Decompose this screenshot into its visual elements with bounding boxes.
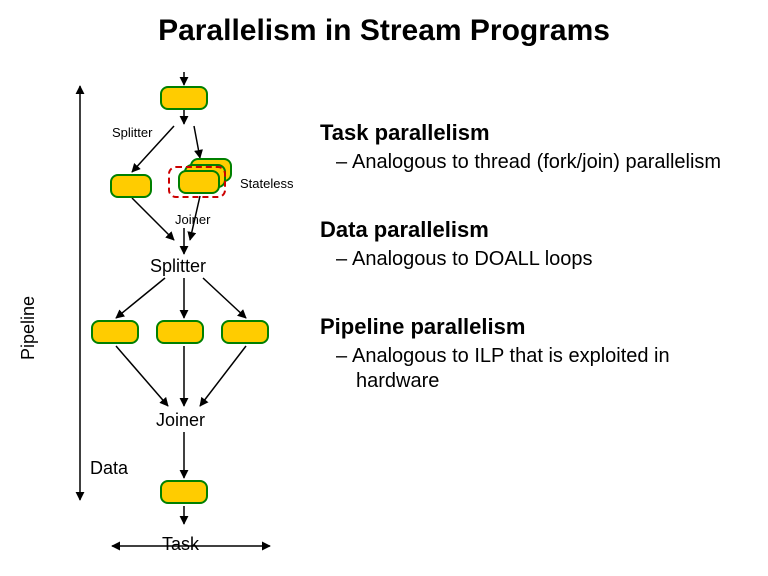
heading-data: Data parallelism	[320, 217, 750, 243]
text-column: Task parallelism –Analogous to thread (f…	[320, 120, 750, 418]
flow-node	[160, 86, 208, 110]
bullet-pipeline-text: Analogous to ILP that is exploited in ha…	[352, 345, 670, 392]
diagram-label-task: Task	[162, 534, 199, 555]
diagram-label-splitter_big: Splitter	[150, 256, 206, 277]
flow-node	[110, 174, 152, 198]
diagram-area: Pipeline SplitterStatelessJoinerSplitter…	[50, 80, 320, 570]
heading-pipeline: Pipeline parallelism	[320, 314, 750, 340]
heading-task: Task parallelism	[320, 120, 750, 146]
diagram-label-joiner_big: Joiner	[156, 410, 205, 431]
stateless-highlight	[168, 166, 226, 198]
bullet-data-text: Analogous to DOALL loops	[352, 248, 593, 270]
diagram-label-joiner_small: Joiner	[175, 212, 210, 227]
bullet-data: –Analogous to DOALL loops	[356, 247, 750, 272]
flow-node	[160, 480, 208, 504]
diagram-label-stateless: Stateless	[240, 176, 293, 191]
bullet-task-text: Analogous to thread (fork/join) parallel…	[352, 151, 721, 173]
page-title: Parallelism in Stream Programs	[0, 14, 768, 48]
pipeline-axis-label: Pipeline	[18, 296, 39, 360]
flow-node	[221, 320, 269, 344]
diagram-label-splitter_small: Splitter	[112, 125, 152, 140]
flow-node	[91, 320, 139, 344]
bullet-pipeline: –Analogous to ILP that is exploited in h…	[356, 344, 750, 394]
flow-node	[156, 320, 204, 344]
diagram-label-data: Data	[90, 458, 128, 479]
bullet-task: –Analogous to thread (fork/join) paralle…	[356, 150, 750, 175]
